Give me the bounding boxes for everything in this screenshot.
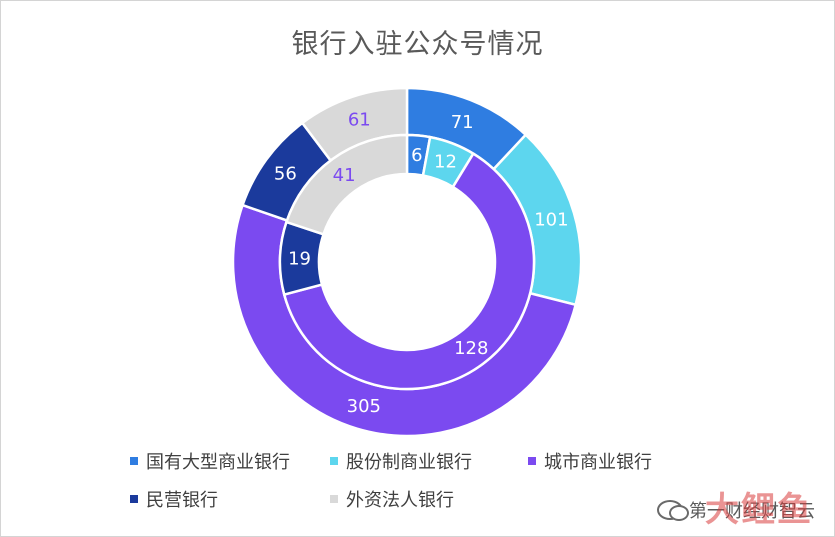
outer-data-label: 305 <box>347 396 381 417</box>
wechat-icon <box>657 500 689 521</box>
watermark-text: 第一财经财智云 <box>689 501 815 522</box>
legend-label: 民营银行 <box>146 490 218 511</box>
inner-data-label: 41 <box>333 165 356 186</box>
legend-item-private[interactable]: 民营银行 <box>130 486 218 512</box>
legend-swatch <box>330 457 338 465</box>
data-labels: 71 101 305 56 61 6 12 128 19 41 <box>274 109 569 417</box>
inner-data-label: 19 <box>288 249 311 270</box>
inner-slice[interactable] <box>282 151 536 391</box>
legend-item-joint-stock[interactable]: 股份制商业银行 <box>330 448 472 474</box>
chart-title: 银行入驻公众号情况 <box>291 29 544 60</box>
outer-data-label: 71 <box>451 112 474 133</box>
legend-label: 股份制商业银行 <box>346 452 472 473</box>
legend-swatch <box>528 457 536 465</box>
inner-slice[interactable] <box>284 133 409 236</box>
legend-item-foreign[interactable]: 外资法人银行 <box>330 486 454 512</box>
legend-swatch <box>330 495 338 503</box>
watermark: 第一财经财智云 <box>657 497 815 523</box>
inner-ring <box>278 133 536 391</box>
inner-data-label: 128 <box>454 338 488 359</box>
outer-data-label: 56 <box>274 163 297 184</box>
legend-label: 外资法人银行 <box>346 490 454 511</box>
outer-data-label: 61 <box>348 109 371 130</box>
inner-data-label: 12 <box>434 152 457 173</box>
legend-swatch <box>130 495 138 503</box>
legend-swatch <box>130 457 138 465</box>
outer-data-label: 101 <box>534 210 568 231</box>
legend-label: 国有大型商业银行 <box>146 452 290 473</box>
legend-item-city-commercial[interactable]: 城市商业银行 <box>528 448 652 474</box>
legend-label: 城市商业银行 <box>544 452 652 473</box>
inner-data-label: 6 <box>411 145 422 166</box>
legend-item-state-owned[interactable]: 国有大型商业银行 <box>130 448 290 474</box>
